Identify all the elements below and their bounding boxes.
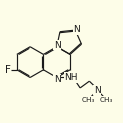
Text: CH₃: CH₃ bbox=[99, 97, 113, 103]
Text: N: N bbox=[94, 86, 101, 95]
Text: N: N bbox=[54, 75, 61, 84]
Text: N: N bbox=[73, 25, 80, 34]
Text: NH: NH bbox=[64, 73, 78, 82]
Text: N: N bbox=[54, 41, 61, 50]
Text: CH₃: CH₃ bbox=[82, 97, 95, 103]
Text: F: F bbox=[5, 65, 11, 75]
